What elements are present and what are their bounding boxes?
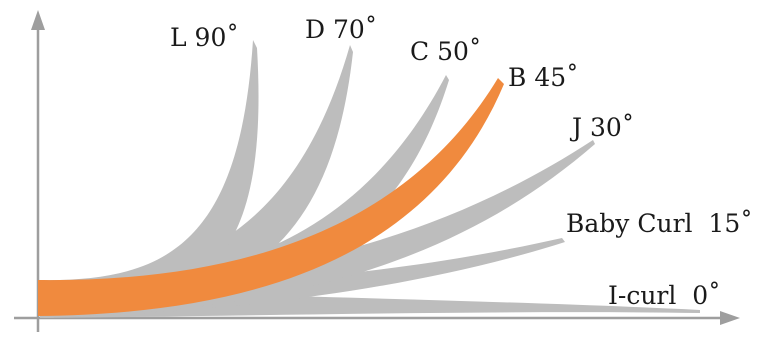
label-j-30: J 30˚	[569, 113, 634, 142]
curl-shape-b	[38, 78, 504, 316]
label-b-45: B 45˚	[508, 63, 579, 92]
label-d-70: D 70˚	[305, 15, 377, 44]
curl-shape-l	[40, 40, 259, 318]
label-i-curl-0: I-curl 0˚	[608, 281, 721, 310]
label-l-90: L 90˚	[170, 23, 239, 52]
label-c-50: C 50˚	[410, 37, 481, 66]
label-baby-curl-15: Baby Curl 15˚	[566, 209, 753, 238]
y-axis-arrow-icon	[31, 10, 45, 30]
curl-labels: L 90˚ D 70˚ C 50˚ B 45˚ J 30˚ Baby Curl …	[170, 15, 753, 310]
x-axis-arrow-icon	[720, 311, 740, 325]
